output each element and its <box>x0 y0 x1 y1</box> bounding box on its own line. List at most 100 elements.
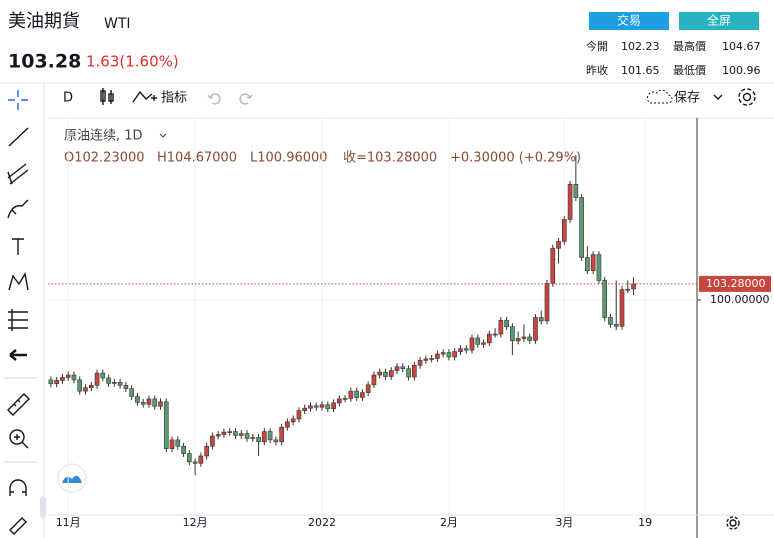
stat-label: 最低價 <box>673 63 706 77</box>
back-tool[interactable] <box>9 349 27 361</box>
candle-body <box>400 366 406 369</box>
fullscreen-button[interactable] <box>679 12 759 30</box>
save-caret[interactable] <box>713 94 723 100</box>
prediction-tool[interactable] <box>8 309 28 331</box>
candle-body <box>77 379 83 392</box>
candle-body <box>487 333 492 344</box>
candle-body <box>463 348 469 351</box>
indicators-button[interactable]: 指标 <box>161 91 187 106</box>
trend-line-tool[interactable] <box>8 127 29 147</box>
candle-body <box>498 320 504 335</box>
logo[interactable] <box>57 463 87 493</box>
trade-button[interactable] <box>589 12 669 30</box>
candle-body <box>221 431 227 435</box>
candle-body <box>619 289 625 327</box>
instrument-symbol: WTI <box>104 16 131 32</box>
candle-body <box>567 184 573 220</box>
candle-body <box>285 421 290 428</box>
candle-body <box>117 382 123 386</box>
candle-body <box>106 377 111 384</box>
zoom-tool-detail[interactable] <box>14 434 29 449</box>
candle-body <box>94 372 100 386</box>
candle-body <box>538 317 544 322</box>
y-tick-label: 100.00000 <box>710 293 770 306</box>
stat-value: 100.96 <box>722 64 761 77</box>
fib-tool[interactable] <box>7 163 29 185</box>
axis-settings-icon[interactable] <box>726 516 740 530</box>
text-tool[interactable] <box>12 238 24 255</box>
candle-body <box>256 437 261 443</box>
interval-button[interactable]: D <box>63 91 73 106</box>
pattern-tool[interactable] <box>8 272 29 291</box>
toolbar-toggle[interactable] <box>40 496 46 518</box>
candle-body <box>233 431 238 436</box>
candle-body <box>625 288 631 291</box>
candle-body <box>492 333 498 336</box>
indicator-icon[interactable] <box>132 90 153 103</box>
candle-body <box>238 433 244 436</box>
candle-body <box>440 352 446 355</box>
candle-body <box>377 371 383 376</box>
candle-body <box>579 197 584 258</box>
candle-body <box>302 407 308 411</box>
candle-body <box>475 337 481 345</box>
candle-body <box>152 398 158 407</box>
candle-body <box>608 317 613 325</box>
plot: 11月 12月 2022 2月 3月 19 100.00000 103.28000 <box>48 118 771 529</box>
candle-body <box>388 370 394 377</box>
x-tick-label: 11月 <box>56 516 81 529</box>
candle-body <box>296 410 302 420</box>
cloud-icon[interactable] <box>646 89 673 104</box>
price-change: 1.63(1.60%) <box>86 53 179 71</box>
candle-body <box>573 184 579 198</box>
candle-body <box>515 338 521 342</box>
candle-body <box>198 455 204 464</box>
legend-caret[interactable] <box>159 133 167 138</box>
last-price: 103.28 <box>8 51 81 73</box>
candle-body <box>544 283 550 322</box>
candle-body <box>244 433 250 439</box>
ruler-tool[interactable] <box>7 393 30 416</box>
price-label: 103.28000 <box>706 277 766 290</box>
candle-body <box>331 402 336 409</box>
candle-body <box>83 387 88 392</box>
zoom-tool[interactable] <box>9 429 25 445</box>
candle-body <box>371 374 377 386</box>
candle-body <box>319 404 325 408</box>
crosshair-tool[interactable] <box>8 90 28 110</box>
trade-button-label[interactable]: 交易 <box>617 13 641 28</box>
magnet-tool[interactable] <box>9 479 27 496</box>
logo-mark[interactable] <box>62 475 82 483</box>
settings-icon[interactable] <box>738 88 756 106</box>
x-tick-label: 2022 <box>308 516 336 529</box>
undo-icon[interactable] <box>207 93 221 105</box>
redo-icon[interactable] <box>239 93 253 105</box>
instrument-title: 美油期貨 <box>8 11 80 32</box>
candle-body <box>360 392 365 398</box>
candle-body <box>602 280 608 318</box>
candle-body <box>175 439 181 447</box>
brush-tool[interactable] <box>7 199 29 219</box>
candle-body <box>469 337 475 351</box>
candle-body <box>417 360 423 366</box>
candle-body <box>210 435 215 447</box>
candle-body <box>187 453 192 463</box>
candle-body <box>631 283 636 290</box>
indicator-plus[interactable] <box>151 95 157 101</box>
candle-body <box>308 405 313 409</box>
x-tick-label: 3月 <box>555 516 573 529</box>
candle-body <box>181 445 186 454</box>
lock-tool[interactable] <box>9 517 27 535</box>
candle-body <box>521 336 527 339</box>
candle-body <box>204 445 209 457</box>
candle-body <box>596 254 602 281</box>
candle-body <box>504 320 509 328</box>
candle-body <box>365 384 371 393</box>
candle-body <box>383 371 388 377</box>
candle-body <box>406 368 411 378</box>
candle-body <box>215 434 221 437</box>
candle-type-icon[interactable] <box>100 88 114 105</box>
save-button[interactable]: 保存 <box>674 91 700 106</box>
fullscreen-button-label[interactable]: 全屏 <box>707 13 731 28</box>
candle-body <box>354 390 359 398</box>
